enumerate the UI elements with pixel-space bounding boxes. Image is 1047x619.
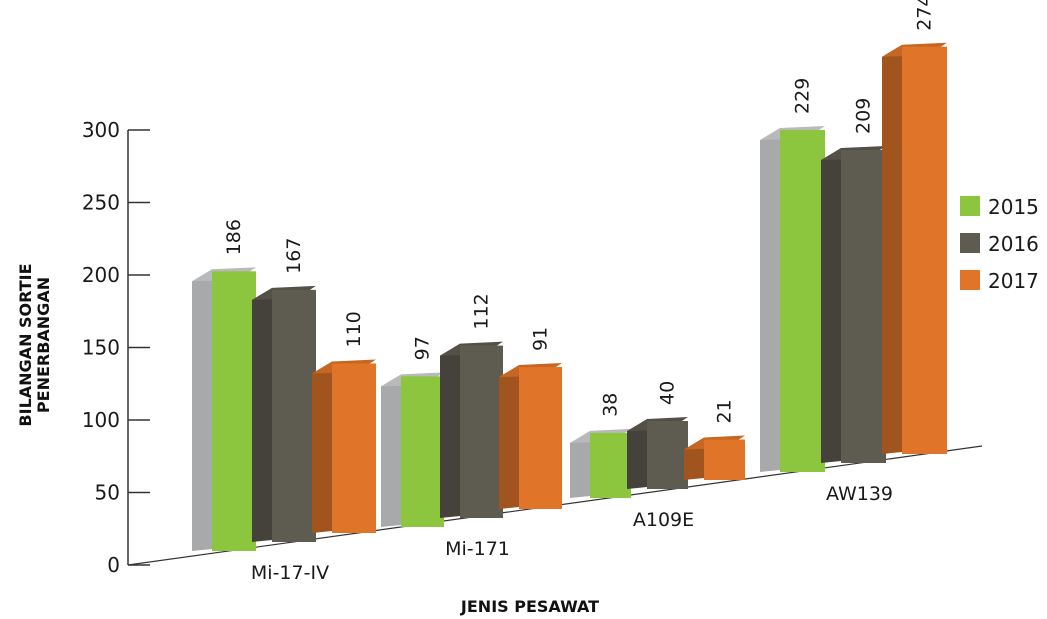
y-tick-label: 300 xyxy=(82,118,120,142)
y-tick-label: 200 xyxy=(82,263,120,287)
bar-side xyxy=(684,445,704,480)
bar-value-label: 38 xyxy=(600,393,622,417)
bar xyxy=(902,46,947,454)
x-axis-title: JENIS PESAWAT xyxy=(460,597,599,616)
category-label: AW139 xyxy=(826,483,893,505)
bar xyxy=(460,345,503,518)
bar-side xyxy=(381,381,401,527)
y-tick-label: 100 xyxy=(82,408,120,432)
bar-value-label: 91 xyxy=(530,327,552,351)
bar-side xyxy=(440,351,460,518)
bar xyxy=(519,367,562,509)
y-tick-label: 50 xyxy=(95,481,120,505)
bar xyxy=(212,271,256,551)
bar-side xyxy=(252,295,272,542)
bar xyxy=(272,289,316,542)
bars-layer xyxy=(192,42,947,551)
y-tick-label: 250 xyxy=(82,191,120,215)
legend-swatch xyxy=(960,233,980,253)
bar-side xyxy=(499,372,519,509)
bar-value-label: 110 xyxy=(343,311,365,347)
y-axis-title-line1: BILANGAN SORTIE xyxy=(16,263,35,426)
bar-value-label: 40 xyxy=(657,381,679,405)
bar-value-label: 97 xyxy=(412,336,434,360)
y-tick-label: 0 xyxy=(107,553,120,577)
category-label: Mi-171 xyxy=(445,538,510,560)
bar-side xyxy=(821,155,841,463)
bar-side xyxy=(882,52,902,454)
bar-value-label: 21 xyxy=(714,399,736,423)
y-axis-title-line2: PENERBANGAN xyxy=(34,277,53,413)
legend-label: 2017 xyxy=(988,269,1039,293)
bar-side xyxy=(192,276,212,551)
bar xyxy=(401,376,444,527)
bar-side xyxy=(627,426,647,489)
bar xyxy=(647,421,688,489)
legend-swatch xyxy=(960,196,980,216)
legend-label: 2015 xyxy=(988,195,1039,219)
bar-value-label: 209 xyxy=(853,98,875,134)
category-label: A109E xyxy=(633,509,694,531)
bar-value-label: 167 xyxy=(283,238,305,274)
bar xyxy=(590,432,631,498)
category-label: Mi-17-IV xyxy=(251,562,329,584)
bar xyxy=(780,129,825,472)
legend-swatch xyxy=(960,270,980,290)
labels-layer: 186 167 110 Mi-17-IV 97 112 91 Mi-171 38 40 21 A109… xyxy=(223,0,936,584)
axis-layer: 0 50 100 150 200 250 300 xyxy=(82,118,983,577)
bar-value-label: 229 xyxy=(792,78,814,114)
bar-value-label: 112 xyxy=(471,293,493,329)
bar-side xyxy=(312,369,332,533)
bar xyxy=(841,149,886,463)
legend: 2015 2016 2017 xyxy=(960,195,1039,293)
bar-value-label: 274 xyxy=(914,0,936,31)
bar-value-label: 186 xyxy=(223,219,245,255)
bar-side xyxy=(760,135,780,472)
y-tick-label: 150 xyxy=(82,336,120,360)
legend-label: 2016 xyxy=(988,232,1039,256)
bar xyxy=(704,439,745,480)
bar xyxy=(332,363,376,533)
bar-side xyxy=(570,438,590,498)
